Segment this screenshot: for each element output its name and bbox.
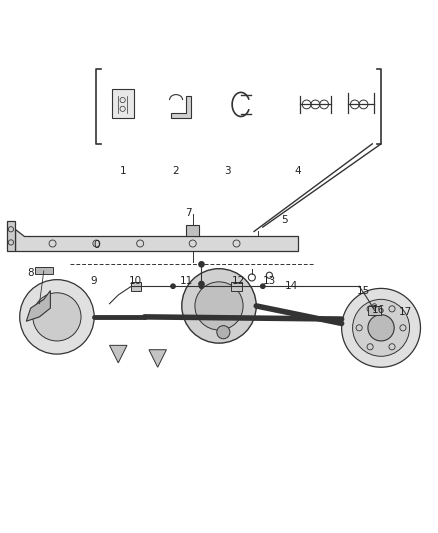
Text: 3: 3 xyxy=(224,166,231,176)
Text: 10: 10 xyxy=(129,276,142,286)
Circle shape xyxy=(353,300,410,356)
Circle shape xyxy=(261,284,265,288)
Bar xyxy=(231,282,242,290)
Text: 16: 16 xyxy=(372,305,385,316)
Polygon shape xyxy=(171,96,191,118)
Text: 15: 15 xyxy=(357,286,370,296)
Text: 12: 12 xyxy=(232,276,245,286)
Circle shape xyxy=(199,262,204,267)
Polygon shape xyxy=(15,229,298,251)
Polygon shape xyxy=(26,290,50,321)
Bar xyxy=(368,306,381,314)
Text: 4: 4 xyxy=(294,166,301,176)
Circle shape xyxy=(20,280,94,354)
Text: 17: 17 xyxy=(399,308,412,318)
Circle shape xyxy=(134,284,138,288)
Text: 5: 5 xyxy=(281,215,288,225)
Polygon shape xyxy=(149,350,166,367)
Text: 14: 14 xyxy=(285,281,298,291)
Text: 1: 1 xyxy=(119,166,126,176)
Bar xyxy=(35,268,53,274)
Circle shape xyxy=(217,326,230,339)
Circle shape xyxy=(171,284,175,288)
Circle shape xyxy=(234,284,239,288)
Text: 13: 13 xyxy=(263,276,276,286)
Circle shape xyxy=(199,281,204,287)
Circle shape xyxy=(195,282,243,330)
Text: 0: 0 xyxy=(93,240,99,251)
Polygon shape xyxy=(7,221,15,251)
Text: 2: 2 xyxy=(172,166,179,176)
FancyBboxPatch shape xyxy=(112,89,134,118)
Text: 8: 8 xyxy=(27,268,34,278)
Circle shape xyxy=(33,293,81,341)
Circle shape xyxy=(368,314,394,341)
Circle shape xyxy=(182,269,256,343)
Circle shape xyxy=(342,288,420,367)
Bar xyxy=(131,282,141,290)
Circle shape xyxy=(199,284,204,288)
Text: 7: 7 xyxy=(185,208,192,218)
Text: 9: 9 xyxy=(91,276,98,286)
Bar xyxy=(186,225,199,236)
Text: 11: 11 xyxy=(180,276,193,286)
Polygon shape xyxy=(110,345,127,363)
